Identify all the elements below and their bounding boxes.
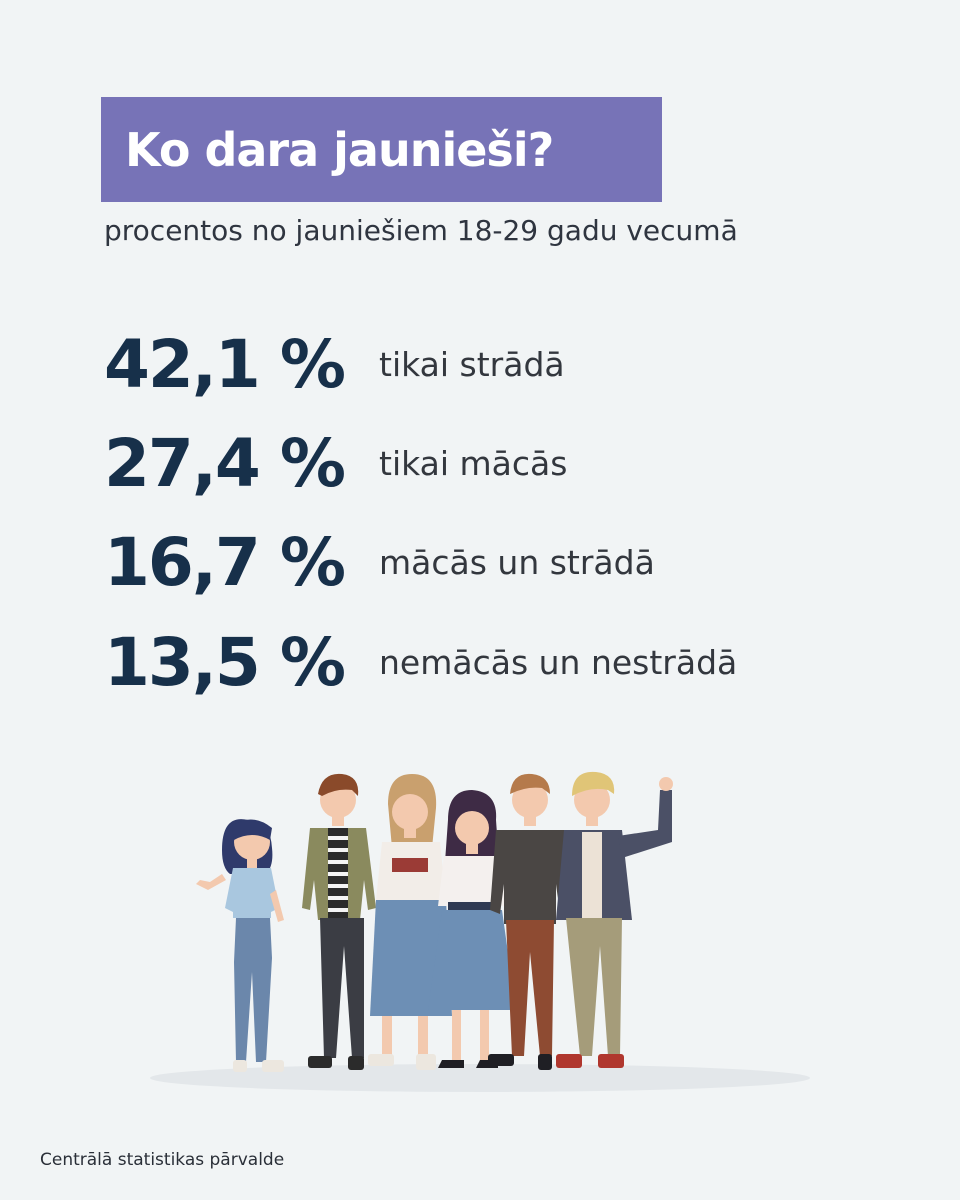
stat-row: 16,7 % mācās un strādā <box>104 513 864 613</box>
stat-label: nemācās un nestrādā <box>379 643 738 682</box>
source-credit: Centrālā statistikas pārvalde <box>40 1150 285 1170</box>
stat-row: 27,4 % tikai mācās <box>104 414 864 514</box>
title-banner: Ko dara jaunieši? <box>101 97 662 202</box>
stat-value: 16,7 % <box>104 524 346 601</box>
page-subtitle: procentos no jauniešiem 18-29 gadu vecum… <box>104 214 738 247</box>
person-2-figure <box>302 773 376 1070</box>
stat-row: 42,1 % tikai strādā <box>104 315 864 415</box>
stat-row: 13,5 % nemācās un nestrādā <box>104 613 864 713</box>
stat-value: 42,1 % <box>104 326 346 403</box>
page-title: Ko dara jaunieši? <box>125 122 554 177</box>
person-5-figure <box>488 773 570 1070</box>
person-1-figure <box>196 819 284 1072</box>
person-6-figure <box>556 771 673 1068</box>
stat-label: mācās un strādā <box>379 543 655 582</box>
stat-value: 13,5 % <box>104 624 346 701</box>
person-3-figure <box>368 774 452 1070</box>
stat-value: 27,4 % <box>104 425 346 502</box>
group-of-young-people-illustration <box>150 771 810 1092</box>
ground-shadow <box>150 1064 810 1092</box>
stat-label: tikai strādā <box>379 345 565 384</box>
person-4-figure <box>428 790 516 1068</box>
stat-label: tikai mācās <box>379 444 568 483</box>
